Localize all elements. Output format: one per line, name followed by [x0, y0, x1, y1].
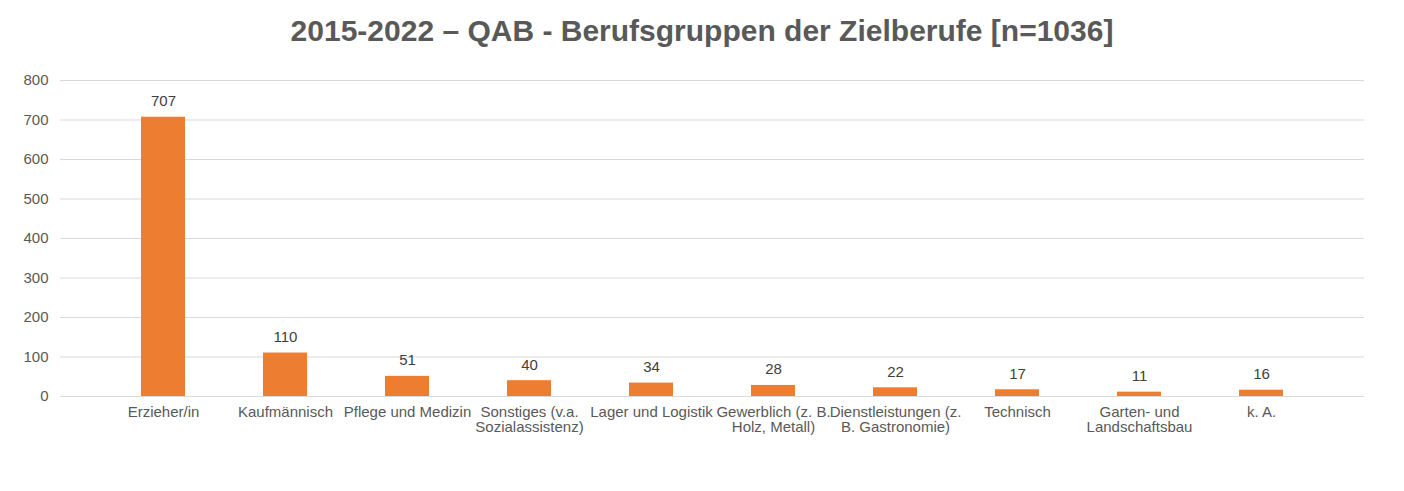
svg-text:34: 34 [643, 358, 660, 375]
svg-text:11: 11 [1132, 367, 1148, 384]
svg-text:16: 16 [1253, 365, 1270, 382]
svg-text:100: 100 [23, 348, 48, 365]
svg-text:Pflege und Medizin: Pflege und Medizin [344, 403, 472, 420]
svg-text:400: 400 [23, 229, 48, 246]
svg-text:17: 17 [1009, 365, 1026, 382]
svg-text:Erzieher/in: Erzieher/in [128, 403, 200, 420]
svg-text:700: 700 [23, 111, 48, 128]
svg-text:Lager und Logistik: Lager und Logistik [590, 403, 713, 420]
svg-text:300: 300 [23, 269, 48, 286]
svg-text:200: 200 [23, 308, 48, 325]
svg-text:Garten- undLandschaftsbau: Garten- undLandschaftsbau [1087, 403, 1193, 435]
svg-text:500: 500 [23, 190, 48, 207]
svg-text:Dienstleistungen (z.B. Gastron: Dienstleistungen (z.B. Gastronomie) [830, 403, 962, 435]
svg-text:0: 0 [40, 387, 48, 404]
html-text:2015-2022 – QAB - Berufsgruppe: 2015-2022 – QAB - Berufsgruppen der Ziel… [290, 14, 1114, 47]
svg-text:Technisch: Technisch [984, 403, 1051, 420]
svg-text:110: 110 [274, 328, 298, 345]
svg-text:28: 28 [765, 360, 782, 377]
svg-text:800: 800 [23, 71, 48, 88]
svg-text:707: 707 [151, 92, 176, 109]
svg-text:22: 22 [887, 363, 904, 380]
svg-text:Gewerblich (z. B.Holz, Metall): Gewerblich (z. B.Holz, Metall) [716, 403, 830, 435]
svg-text:51: 51 [399, 351, 416, 368]
svg-text:Kaufmännisch: Kaufmännisch [238, 403, 333, 420]
svg-text:k. A.: k. A. [1247, 403, 1276, 420]
svg-text:40: 40 [521, 356, 538, 373]
svg-text:600: 600 [23, 150, 48, 167]
svg-text:Sonstiges (v.a.Sozialassistenz: Sonstiges (v.a.Sozialassistenz) [475, 403, 583, 435]
